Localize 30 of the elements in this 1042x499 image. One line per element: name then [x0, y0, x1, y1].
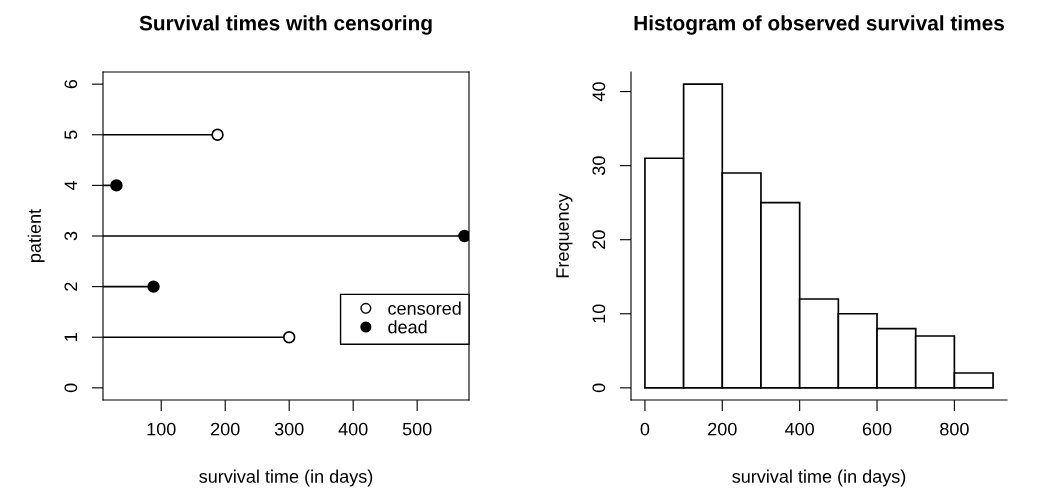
x-tick-label: 100 — [147, 422, 176, 436]
x-tick-label: 400 — [785, 422, 815, 436]
y-tick-label: 40 — [592, 82, 606, 102]
x-tick-label: 500 — [402, 422, 432, 436]
y-tick-label: 0 — [592, 383, 606, 393]
y-tick-label: 4 — [64, 180, 78, 190]
y-tick-label: 10 — [592, 304, 606, 323]
y-tick-label: 1 — [64, 333, 78, 341]
x-tick-label: 200 — [708, 422, 737, 436]
legend-label: censored — [388, 301, 461, 315]
y-tick-label: 3 — [64, 231, 78, 241]
y-tick-label: 0 — [64, 383, 78, 393]
y-axis-title: patient — [27, 209, 45, 262]
x-tick-label: 300 — [274, 422, 304, 436]
x-tick-label: 0 — [640, 422, 650, 436]
y-tick-label: 2 — [64, 282, 78, 291]
y-tick-label: 5 — [64, 130, 78, 140]
y-tick-label: 6 — [64, 79, 78, 89]
x-tick-label: 400 — [338, 422, 368, 436]
legend-label: dead — [388, 320, 427, 334]
x-tick-label: 800 — [940, 422, 969, 436]
x-tick-label: 600 — [862, 422, 892, 436]
x-axis-title: survival time (in days) — [199, 469, 373, 487]
y-tick-label: 20 — [592, 230, 606, 249]
y-tick-label: 30 — [592, 156, 606, 175]
y-axis-title: Frequency — [556, 193, 573, 278]
chart-title: Survival times with censoring — [139, 15, 432, 35]
x-tick-label: 200 — [211, 422, 240, 436]
x-axis-title: survival time (in days) — [732, 469, 906, 487]
chart-title: Histogram of observed survival times — [634, 15, 1004, 35]
